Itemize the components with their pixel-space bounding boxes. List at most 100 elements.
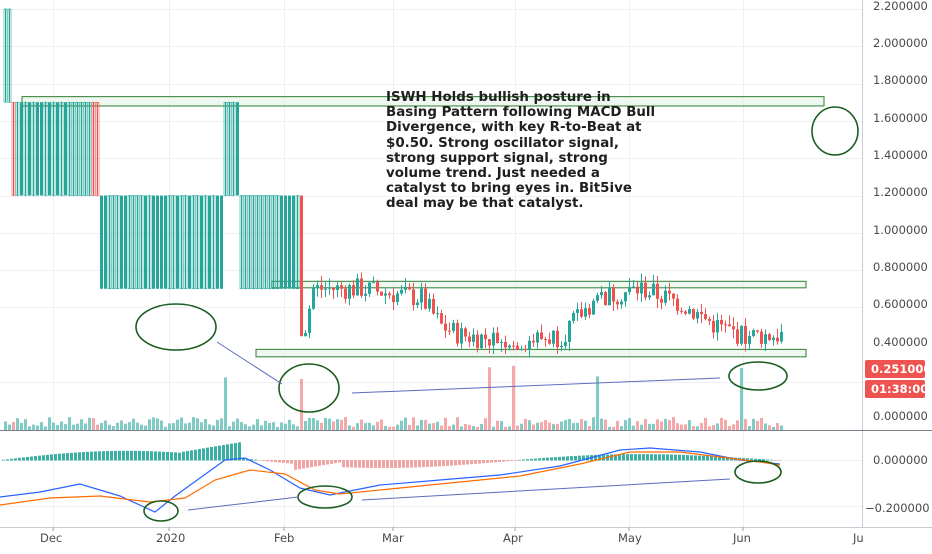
macd-histogram-bar xyxy=(418,460,421,468)
macd-histogram-bar xyxy=(42,455,45,461)
volume-bar xyxy=(276,426,279,430)
macd-histogram-bar xyxy=(386,460,389,469)
candle xyxy=(312,288,315,309)
volume-bar xyxy=(576,422,579,430)
volume-bar xyxy=(312,418,315,430)
macd-histogram-bar xyxy=(570,456,573,461)
macd-histogram-bar xyxy=(698,455,701,461)
volume-bar xyxy=(336,419,339,430)
resistance-zone-1.5 xyxy=(21,96,825,107)
volume-bar xyxy=(320,422,323,430)
macd-histogram-bar xyxy=(638,454,641,461)
volume-bar xyxy=(424,419,427,430)
candle xyxy=(131,195,136,290)
candle xyxy=(428,298,431,309)
candle xyxy=(624,292,627,302)
candles xyxy=(3,8,783,358)
candle xyxy=(127,195,132,290)
macd-histogram-bar xyxy=(186,451,189,461)
macd-histogram-bar xyxy=(446,460,449,466)
trendline xyxy=(216,341,283,385)
macd-histogram-bar xyxy=(558,456,561,461)
volume-bar xyxy=(376,421,379,430)
last-price-text: 0.251000 xyxy=(871,362,931,376)
macd-histogram-bar xyxy=(526,459,529,461)
candle xyxy=(308,308,311,334)
candle xyxy=(440,313,443,324)
candle xyxy=(124,195,127,289)
trendline xyxy=(187,496,299,511)
candle xyxy=(247,195,252,290)
volume-bar xyxy=(696,426,699,430)
volume-bar xyxy=(756,420,759,430)
candle xyxy=(540,332,543,340)
volume-bar xyxy=(64,424,67,430)
macd-histogram-bar xyxy=(582,455,585,461)
macd-histogram-bar xyxy=(414,460,417,468)
volume-bar xyxy=(32,424,35,430)
candle xyxy=(107,195,112,290)
macd-histogram-bar xyxy=(338,460,341,463)
macd-histogram-bar xyxy=(110,450,113,461)
macd-histogram-bar xyxy=(318,460,321,466)
macd-histogram-bar xyxy=(102,451,105,461)
volume-bar xyxy=(712,425,715,430)
candle xyxy=(476,334,479,349)
volume-bar xyxy=(204,419,207,430)
volume-bar xyxy=(92,418,95,430)
candle xyxy=(243,195,248,290)
candle xyxy=(484,334,487,340)
volume-bar xyxy=(692,426,695,430)
macd-histogram-bar xyxy=(674,454,677,461)
volume-bar xyxy=(76,423,79,430)
candle xyxy=(144,195,147,289)
macd-histogram-bar xyxy=(334,460,337,464)
volume-bar xyxy=(260,425,263,430)
highlight-circle xyxy=(278,363,340,413)
volume-bar xyxy=(60,421,63,430)
volume-bar xyxy=(612,426,615,430)
candle xyxy=(620,301,623,305)
macd-histogram-bar xyxy=(546,457,549,461)
candle xyxy=(752,330,755,337)
candle xyxy=(552,330,555,344)
macd-histogram-bar xyxy=(530,458,533,461)
volume-bar xyxy=(396,424,399,430)
macd-histogram-bar xyxy=(402,460,405,468)
candle xyxy=(251,195,256,290)
macd-tick: 0.000000 xyxy=(873,453,928,467)
candle xyxy=(64,102,67,196)
macd-histogram-bar xyxy=(206,447,209,461)
volume-bar xyxy=(780,425,783,430)
macd-histogram-bar xyxy=(538,458,541,461)
candle xyxy=(183,195,188,290)
volume-bar xyxy=(428,423,431,430)
macd-histogram-bar xyxy=(450,460,453,466)
candle xyxy=(604,292,607,306)
candle xyxy=(740,325,743,344)
candle xyxy=(632,286,635,288)
volume-bar xyxy=(740,368,743,430)
volume-bar xyxy=(100,422,103,430)
volume-bar xyxy=(600,418,603,430)
macd-histogram-bar xyxy=(150,451,153,461)
candle xyxy=(223,101,228,196)
macd-histogram-bar xyxy=(718,456,721,461)
macd-histogram-bar xyxy=(598,454,601,461)
candle xyxy=(596,295,599,301)
volume-bar xyxy=(304,420,307,430)
candle xyxy=(592,300,595,315)
macd-histogram-bar xyxy=(158,451,161,461)
macd-histogram-bar xyxy=(650,454,653,461)
time-label: Dec xyxy=(40,531,62,545)
macd-histogram-bar xyxy=(438,460,441,467)
macd-histogram-bar xyxy=(746,458,749,461)
volume-bar xyxy=(592,417,595,430)
volume-bar xyxy=(96,424,99,430)
time-label: May xyxy=(618,531,642,545)
macd-histogram-bar xyxy=(466,460,469,465)
macd-histogram-bar xyxy=(474,460,477,464)
volume-bar xyxy=(264,420,267,430)
highlight-circle xyxy=(135,303,217,351)
candle xyxy=(492,332,495,346)
